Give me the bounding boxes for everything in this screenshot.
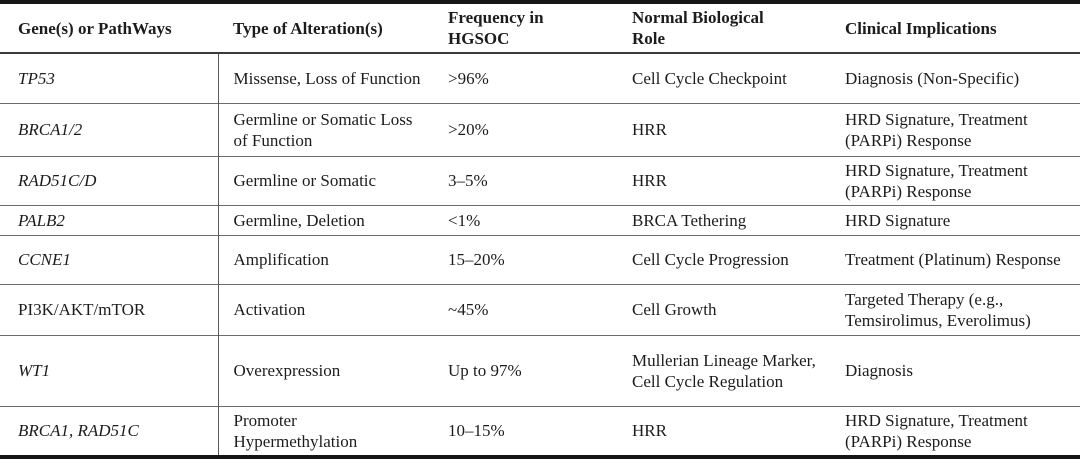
role-cell: BRCA Tethering	[617, 204, 830, 236]
implications-cell: HRD Signature, Treatment (PARPi) Respons…	[830, 405, 1080, 457]
gene-cell: PI3K/AKT/mTOR	[0, 283, 218, 336]
implications-cell: Diagnosis	[830, 334, 1080, 407]
role-cell: Cell Growth	[617, 283, 830, 336]
implications-cell: Treatment (Platinum) Response	[830, 234, 1080, 285]
gene-cell: WT1	[0, 334, 218, 407]
gene-cell: PALB2	[0, 204, 218, 236]
gene-name: PI3K/AKT/mTOR	[18, 300, 146, 320]
column-header-role: Normal Biological Role	[617, 2, 830, 55]
table-row: PALB2 Germline, Deletion <1% BRCA Tether…	[0, 204, 1080, 236]
frequency-cell: <1%	[433, 204, 617, 236]
table-row: WT1 Overexpression Up to 97% Mullerian L…	[0, 334, 1080, 407]
frequency-cell: Up to 97%	[433, 334, 617, 407]
gene-name: TP53	[18, 68, 55, 88]
frequency-cell: 3–5%	[433, 155, 617, 206]
column-header-frequency: Frequency in HGSOC	[433, 2, 617, 55]
gene-name: BRCA1, RAD51C	[18, 421, 139, 441]
alteration-cell: Germline or Somatic	[217, 155, 433, 206]
gene-name: CCNE1	[18, 250, 71, 270]
implications-cell: HRD Signature	[830, 204, 1080, 236]
column-header-alteration: Type of Alteration(s)	[218, 2, 433, 55]
alteration-cell: Overexpression	[217, 334, 433, 407]
alteration-cell: Activation	[217, 283, 433, 336]
alteration-cell: Germline, Deletion	[217, 204, 433, 236]
column-header-gene: Gene(s) or PathWays	[0, 2, 218, 55]
role-cell: HRR	[617, 102, 830, 157]
implications-cell: HRD Signature, Treatment (PARPi) Respons…	[830, 155, 1080, 206]
frequency-cell: >96%	[448, 68, 489, 88]
role-cell: Cell Cycle Checkpoint	[632, 68, 787, 88]
role-cell: Cell Cycle Progression	[617, 234, 830, 285]
alteration-cell: Amplification	[217, 234, 433, 285]
gene-name: BRCA1/2	[18, 120, 83, 140]
implications-cell: Targeted Therapy (e.g., Temsirolimus, Ev…	[830, 283, 1080, 336]
gene-cell: BRCA1/2	[0, 102, 218, 157]
gene-cell: RAD51C/D	[0, 155, 218, 206]
gene-cell: CCNE1	[0, 234, 218, 285]
alteration-cell: Promoter Hypermethylation	[217, 405, 433, 457]
frequency-cell: 10–15%	[433, 405, 617, 457]
gene-cell: BRCA1, RAD51C	[0, 405, 218, 457]
gene-name: RAD51C/D	[18, 171, 97, 191]
alteration-cell: Missense, Loss of Function	[217, 53, 433, 104]
role-cell: Mullerian Lineage Marker, Cell Cycle Reg…	[617, 334, 830, 407]
implications-cell: HRD Signature, Treatment (PARPi) Respons…	[830, 102, 1080, 157]
table-row: PI3K/AKT/mTOR Activation ~45% Cell Growt…	[0, 283, 1080, 336]
gene-name: WT1	[18, 361, 51, 381]
table-header-row: Gene(s) or PathWays Type of Alteration(s…	[0, 2, 1080, 55]
gene-cell: TP53	[0, 53, 218, 103]
table-row: RAD51C/D Germline or Somatic 3–5% HRR HR…	[0, 155, 1080, 206]
table-row: BRCA1, RAD51C Promoter Hypermethylation …	[0, 405, 1080, 457]
table-row: BRCA1/2 Germline or Somatic Loss of Func…	[0, 102, 1080, 157]
table-row: TP53 Missense, Loss of Function >96% Cel…	[0, 53, 1080, 104]
role-cell: HRR	[617, 405, 830, 457]
implications-cell: Diagnosis (Non-Specific)	[845, 68, 1020, 88]
frequency-cell: 15–20%	[433, 234, 617, 285]
frequency-cell: ~45%	[433, 283, 617, 336]
alteration-cell: Germline or Somatic Loss of Function	[217, 102, 433, 157]
role-cell: HRR	[617, 155, 830, 206]
column-header-implications: Clinical Implications	[830, 2, 1080, 55]
frequency-cell: >20%	[433, 102, 617, 157]
table-row: CCNE1 Amplification 15–20% Cell Cycle Pr…	[0, 234, 1080, 285]
gene-name: PALB2	[18, 210, 65, 230]
